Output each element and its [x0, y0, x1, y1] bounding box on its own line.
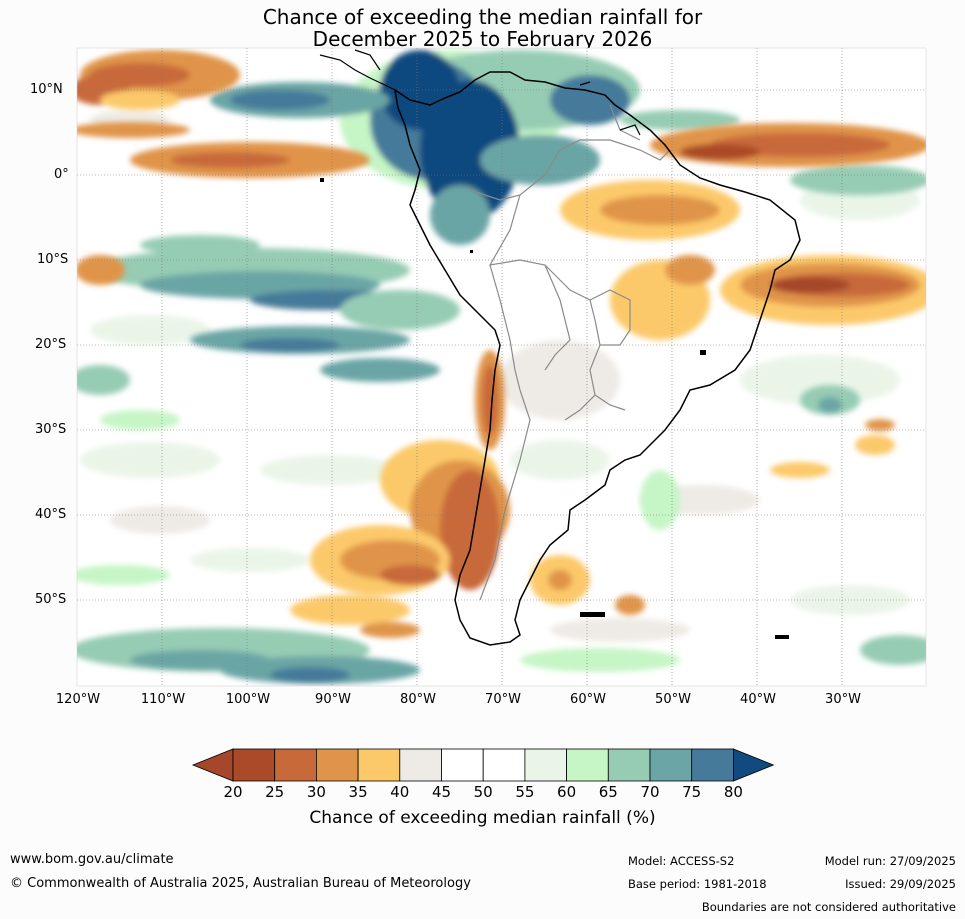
- lat-label-50s: 50°S: [35, 592, 67, 607]
- lat-label-40s: 40°S: [35, 507, 67, 522]
- map-frame: [76, 47, 927, 687]
- colorbar-swatch: [441, 748, 484, 782]
- dry-anomalies: [77, 50, 926, 638]
- country-borders: [469, 104, 671, 601]
- colorbar-swatch: [274, 748, 317, 782]
- colorbar-swatches: [191, 748, 775, 782]
- colorbar-tick-label: 80: [723, 783, 743, 801]
- lon-label-100w: 100°W: [225, 692, 271, 707]
- boundaries-disclaimer: Boundaries are not considered authoritat…: [701, 900, 956, 914]
- colorbar-extend-high: [733, 748, 775, 782]
- colorbar-tick-label: 25: [265, 783, 285, 801]
- colorbar-tick-label: 60: [557, 783, 577, 801]
- colorbar-swatch: [399, 748, 442, 782]
- colorbar-swatch: [649, 748, 693, 782]
- wet-anomalies: [77, 50, 926, 684]
- colorbar-tick-label: 35: [348, 783, 368, 801]
- issued-date: Issued: 29/09/2025: [845, 877, 956, 891]
- lon-label-120w: 120°W: [55, 692, 101, 707]
- lat-label-20s: 20°S: [35, 337, 67, 352]
- colorbar-tick-label: 30: [306, 783, 326, 801]
- colorbar-swatch: [566, 748, 609, 782]
- website-url: www.bom.gov.au/climate: [10, 852, 174, 867]
- lat-label-10n: 10°N: [30, 82, 63, 97]
- colorbar-extend-low: [191, 748, 234, 782]
- lon-label-40w: 40°W: [740, 692, 776, 707]
- colorbar-swatch: [315, 748, 359, 782]
- lon-label-90w: 90°W: [315, 692, 351, 707]
- colorbar-tick-label: 45: [431, 783, 452, 801]
- colorbar-tick-label: 50: [473, 783, 493, 801]
- colorbar-swatch: [357, 748, 401, 782]
- colorbar-swatch: [607, 748, 651, 782]
- map-title-line2: December 2025 to February 2026: [312, 27, 653, 51]
- lon-label-50w: 50°W: [655, 692, 691, 707]
- map-title-line1: Chance of exceeding the median rainfall …: [262, 5, 703, 29]
- graticule: [77, 48, 926, 686]
- lat-label-10s: 10°S: [37, 252, 69, 267]
- islands: [320, 178, 789, 639]
- base-period: Base period: 1981-2018: [628, 877, 767, 891]
- colorbar-swatch: [482, 748, 526, 782]
- colorbar-tick-label: 40: [390, 783, 410, 801]
- colorbar-swatch: [524, 748, 568, 782]
- lat-label-30s: 30°S: [35, 422, 67, 437]
- lon-label-110w: 110°W: [140, 692, 186, 707]
- map-panel: [77, 48, 926, 686]
- model-run-date: Model run: 27/09/2025: [824, 854, 956, 868]
- colorbar-label: Chance of exceeding median rainfall (%): [309, 808, 656, 828]
- lon-label-60w: 60°W: [570, 692, 606, 707]
- model-name: Model: ACCESS-S2: [628, 854, 735, 868]
- colorbar-swatch: [232, 748, 276, 782]
- colorbar-tick-label: 65: [598, 783, 618, 801]
- lon-label-30w: 30°W: [825, 692, 861, 707]
- colorbar-tick-label: 70: [640, 783, 660, 801]
- copyright-notice: © Commonwealth of Australia 2025, Austra…: [10, 876, 471, 891]
- colorbar-tick-label: 75: [682, 783, 702, 801]
- coastline: [393, 71, 801, 646]
- colorbar-tick-label: 20: [223, 783, 243, 801]
- colorbar-tick-label: 55: [515, 783, 535, 801]
- lon-label-70w: 70°W: [485, 692, 521, 707]
- lon-label-80w: 80°W: [400, 692, 436, 707]
- colorbar-swatch: [691, 748, 734, 782]
- central-america: [319, 49, 641, 136]
- lat-label-0: 0°: [54, 167, 69, 182]
